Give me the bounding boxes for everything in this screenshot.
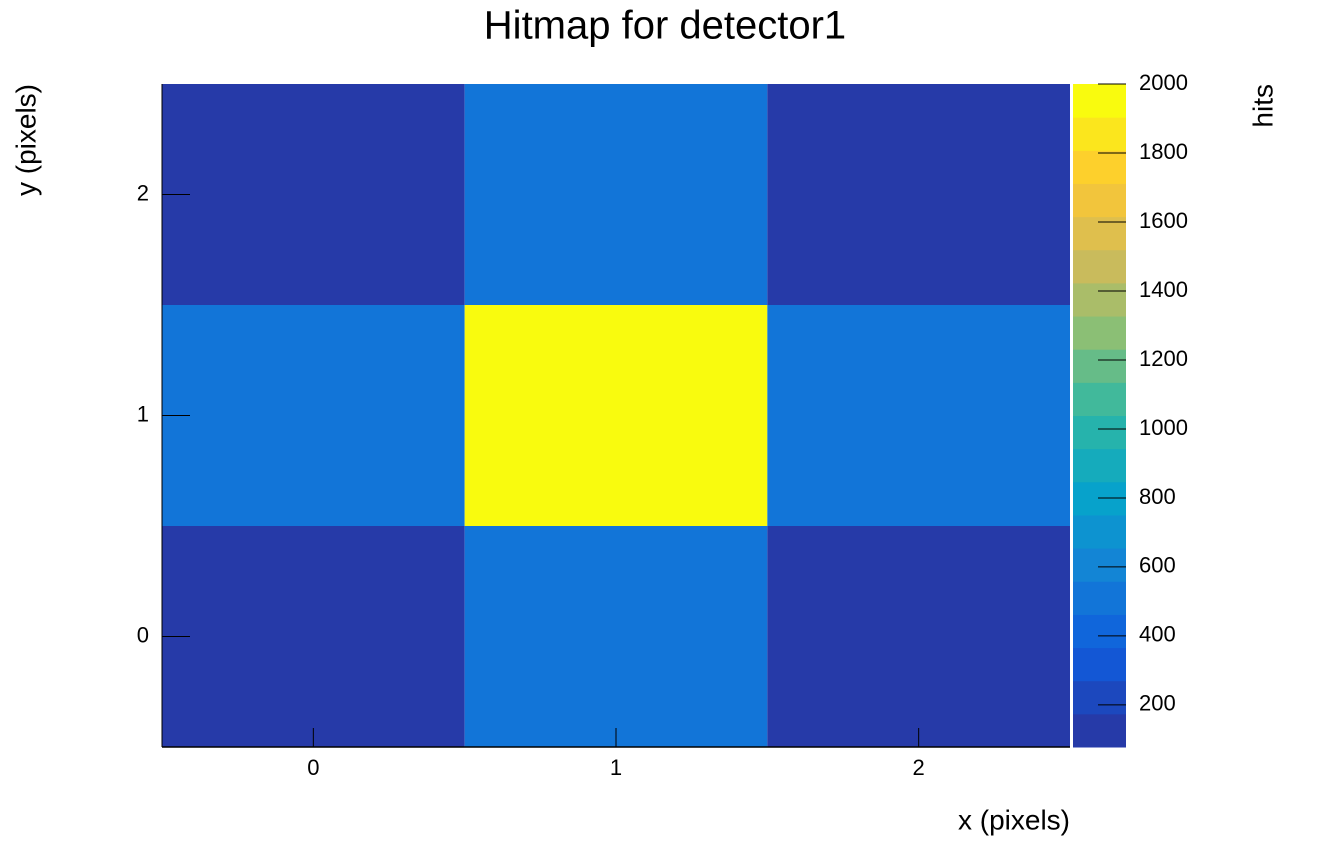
colorbar-band — [1073, 349, 1126, 383]
y-tick-label: 1 — [137, 401, 149, 426]
colorbar-tick-label: 2000 — [1139, 70, 1188, 95]
heatmap-cell — [767, 526, 1070, 747]
colorbar-tick-label: 1200 — [1139, 346, 1188, 371]
x-tick-label: 2 — [913, 755, 925, 780]
heatmap-cell — [162, 305, 465, 526]
x-axis-title: x (pixels) — [958, 804, 1070, 835]
colorbar-band — [1073, 316, 1126, 350]
colorbar-tick-label: 800 — [1139, 484, 1176, 509]
chart-title: Hitmap for detector1 — [484, 4, 846, 48]
x-tick-label: 1 — [610, 755, 622, 780]
colorbar-band — [1073, 614, 1126, 649]
colorbar-band — [1073, 415, 1126, 450]
colorbar-band — [1073, 382, 1126, 416]
colorbar-tick-label: 200 — [1139, 691, 1176, 716]
y-tick-label: 0 — [137, 622, 149, 647]
colorbar-tick-label: 600 — [1139, 553, 1176, 578]
colorbar-tick-label: 1000 — [1139, 415, 1188, 440]
colorbar-band — [1073, 150, 1126, 184]
y-axis-title: y (pixels) — [10, 84, 41, 196]
colorbar-title: hits — [1247, 84, 1278, 128]
colorbar-band — [1073, 282, 1126, 317]
heatmap-cell — [464, 305, 768, 526]
heatmap-cell — [162, 526, 465, 747]
colorbar-band — [1073, 713, 1126, 748]
y-tick-label: 2 — [137, 180, 149, 205]
heatmap-cell — [464, 526, 768, 747]
colorbar-tick-label: 1400 — [1139, 277, 1188, 302]
colorbar-band — [1073, 481, 1126, 516]
x-tick-label: 0 — [307, 755, 319, 780]
colorbar-band — [1073, 84, 1126, 118]
colorbar-band — [1073, 514, 1126, 549]
colorbar-band — [1073, 448, 1126, 483]
colorbar-tick-label: 1600 — [1139, 208, 1188, 233]
colorbar-band — [1073, 548, 1126, 582]
colorbar-band — [1073, 647, 1126, 682]
colorbar-tick-label: 400 — [1139, 622, 1176, 647]
colorbar-band — [1073, 117, 1126, 151]
heatmap-cell — [767, 84, 1070, 305]
colorbar-tick-label: 1800 — [1139, 139, 1188, 164]
colorbar-band — [1073, 183, 1126, 218]
heatmap-cell — [162, 84, 465, 305]
colorbar-band — [1073, 680, 1126, 715]
colorbar-band — [1073, 581, 1126, 615]
heatmap-cell — [767, 305, 1070, 526]
heatmap-cell — [464, 84, 768, 305]
colorbar-band — [1073, 249, 1126, 284]
